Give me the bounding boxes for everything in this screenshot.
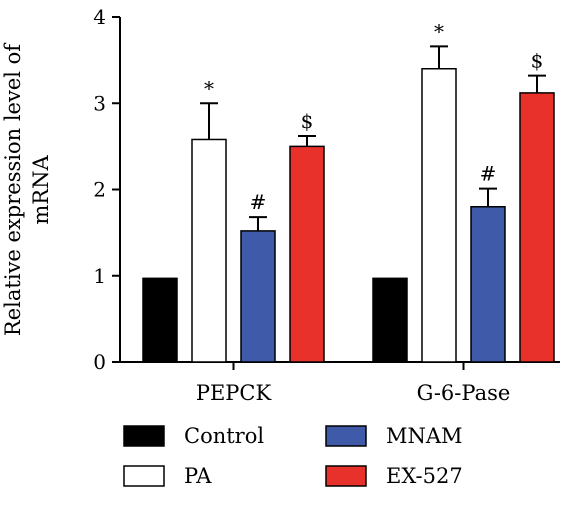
bar-mnam-pepck (240, 230, 276, 363)
legend-item-control: Control (123, 424, 264, 448)
significance-mark: $ (531, 49, 544, 73)
y-axis-label: Relative expression level of mRNA (1, 42, 53, 336)
bar-control-pepck (142, 277, 178, 363)
bars: * # $ * # $ (142, 19, 555, 363)
legend: Control PA MNAM EX-527 (123, 424, 463, 488)
significance-mark: $ (301, 109, 314, 133)
axes: 0 1 2 3 4 PEPCK G-6-Pase (93, 5, 560, 405)
bar-ex-527-g-6-pase (519, 92, 555, 363)
legend-label: MNAM (386, 424, 463, 448)
y-tick-label: 1 (93, 264, 106, 288)
bar-pa-g-6-pase (421, 68, 457, 363)
legend-item-ex-527: EX-527 (325, 464, 463, 488)
legend-item-mnam: MNAM (325, 424, 463, 448)
y-tick-label: 0 (93, 350, 106, 374)
bar-mnam-g-6-pase (470, 206, 506, 363)
bar-control-g-6-pase (372, 277, 408, 363)
x-tick-label: PEPCK (196, 381, 272, 405)
x-tick-label: G-6-Pase (417, 381, 511, 405)
legend-item-pa: PA (123, 464, 212, 488)
legend-label: PA (184, 464, 212, 488)
legend-label: Control (184, 424, 264, 448)
bar-ex-527-pepck (289, 145, 325, 363)
y-axis-label-line: Relative expression level of (1, 42, 25, 336)
significance-mark: # (480, 162, 497, 186)
y-tick-label: 2 (93, 178, 106, 202)
legend-swatch (123, 425, 165, 447)
y-tick-label: 3 (93, 91, 106, 115)
significance-mark: # (250, 190, 267, 214)
legend-swatch (325, 465, 367, 487)
legend-swatch (123, 465, 165, 487)
significance-mark: * (434, 19, 444, 43)
legend-label: EX-527 (386, 464, 463, 488)
y-axis-label-line: mRNA (29, 155, 53, 225)
significance-mark: * (204, 76, 214, 100)
bar-pa-pepck (191, 138, 227, 363)
y-tick-label: 4 (93, 5, 106, 29)
legend-swatch (325, 425, 367, 447)
